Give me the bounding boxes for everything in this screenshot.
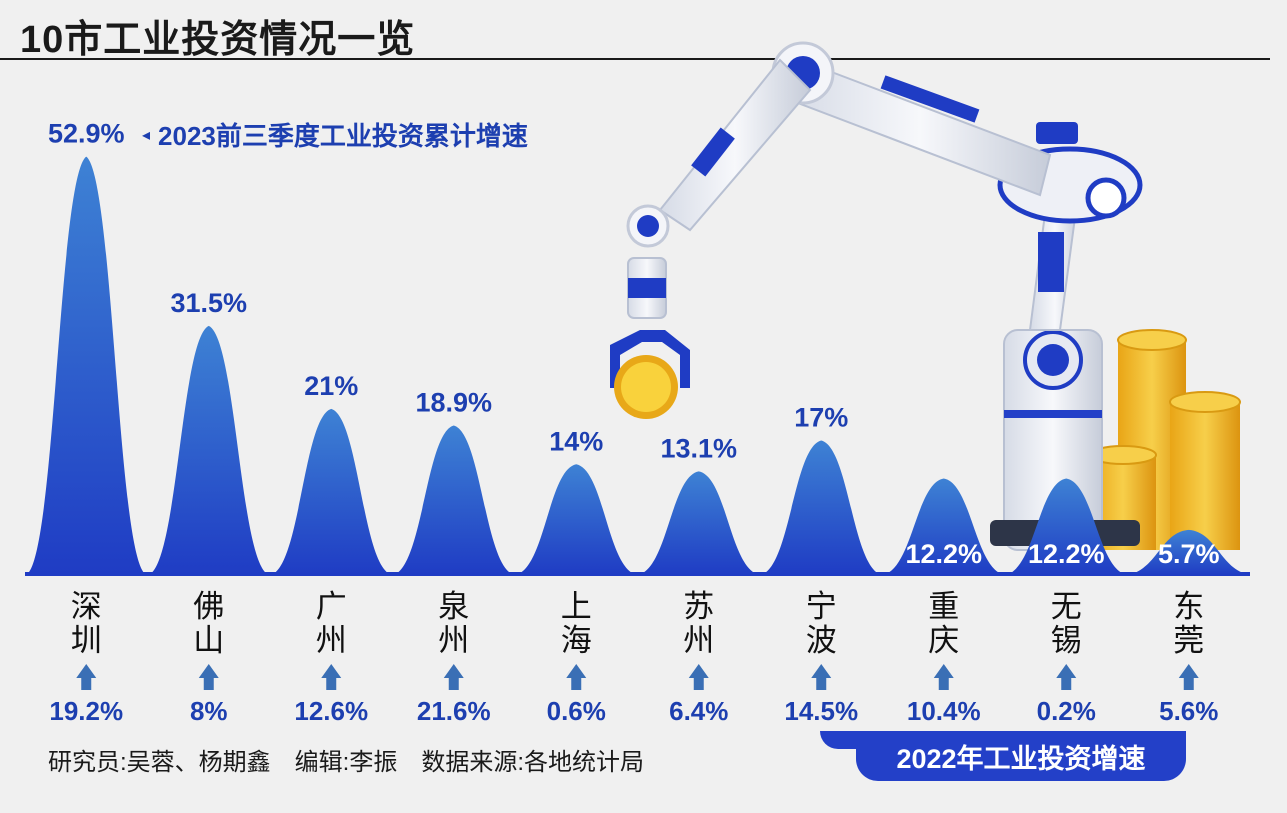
city-label: 圳	[71, 623, 102, 659]
prev-year-value-label: 5.6%	[1159, 696, 1218, 726]
prev-year-value-label: 19.2%	[49, 696, 123, 726]
peak-value-label: 52.9%	[48, 119, 125, 149]
city-label: 上	[561, 589, 592, 625]
city-label: 海	[561, 623, 592, 659]
peak-mark	[392, 425, 515, 575]
city-label: 庆	[928, 623, 959, 659]
peak-value-label: 12.2%	[905, 539, 982, 569]
city-label: 锡	[1051, 623, 1082, 659]
prev-year-labels-group: 19.2% 8% 12.6% 21.6% 0.6% 6.4% 14.5% 10.4% 0.2% 5…	[49, 696, 1218, 726]
up-arrow-icon	[688, 664, 709, 690]
badge-tail	[820, 731, 860, 749]
researchers-credit: 研究员:吴蓉、杨期鑫	[48, 749, 271, 776]
up-arrow-icon	[198, 664, 219, 690]
credits: 研究员:吴蓉、杨期鑫 编辑:李振 数据来源:各地统计局	[48, 742, 644, 777]
city-label: 苏	[683, 589, 714, 625]
up-arrow-icon	[1056, 664, 1077, 690]
peak-value-label: 17%	[794, 403, 848, 433]
city-label: 重	[928, 589, 959, 625]
peak-mark	[882, 478, 1005, 575]
editor-credit: 编辑:李振	[294, 749, 398, 776]
peak-mark	[760, 440, 883, 575]
prev-year-value-label: 6.4%	[669, 696, 728, 726]
city-label: 莞	[1173, 623, 1204, 659]
up-arrow-icon	[811, 664, 832, 690]
city-label: 州	[316, 623, 347, 659]
title-rule	[0, 58, 1270, 60]
growth-arrows-group	[76, 664, 1199, 690]
up-arrow-icon	[321, 664, 342, 690]
chart-baseline	[25, 572, 1250, 576]
prev-year-value-label: 8%	[190, 696, 228, 726]
chart-title: 10市工业投资情况一览	[20, 19, 416, 61]
peak-value-label: 14%	[549, 426, 603, 456]
city-label: 州	[683, 623, 714, 659]
prev-year-value-label: 12.6%	[294, 696, 368, 726]
city-label: 深	[71, 589, 102, 625]
peak-mark	[147, 325, 270, 575]
city-label: 广	[316, 589, 347, 625]
prev-year-value-label: 0.2%	[1037, 696, 1096, 726]
peak-mark	[25, 156, 148, 576]
city-label: 泉	[438, 589, 469, 625]
up-arrow-icon	[1178, 664, 1199, 690]
legend-label: 2023前三季度工业投资累计增速	[158, 121, 528, 151]
peak-value-label: 12.2%	[1028, 539, 1105, 569]
city-label: 山	[193, 623, 224, 659]
prev-year-badge: 2022年工业投资增速	[856, 731, 1186, 781]
city-label: 佛	[193, 589, 224, 625]
legend: ◂ 2023前三季度工业投资累计增速	[142, 116, 528, 153]
prev-year-value-label: 14.5%	[784, 696, 858, 726]
city-label: 宁	[806, 589, 837, 625]
peak-labels-group: 52.9% 31.5% 21% 18.9% 14% 13.1% 17% 12.2% 12.2% 5…	[48, 119, 1220, 569]
peak-value-label: 18.9%	[415, 388, 492, 418]
peak-mark	[515, 464, 638, 575]
up-arrow-icon	[566, 664, 587, 690]
prev-year-value-label: 21.6%	[417, 696, 491, 726]
peak-mark	[1005, 478, 1128, 575]
city-label: 东	[1173, 589, 1204, 625]
city-label: 波	[806, 623, 837, 659]
peak-value-label: 31.5%	[170, 288, 247, 318]
source-credit: 数据来源:各地统计局	[421, 749, 645, 776]
legend-marker-icon: ◂	[142, 126, 151, 144]
city-label: 州	[438, 623, 469, 659]
peak-value-label: 21%	[304, 371, 358, 401]
up-arrow-icon	[443, 664, 464, 690]
peaks-group	[25, 156, 1250, 576]
peak-value-label: 5.7%	[1158, 539, 1220, 569]
up-arrow-icon	[76, 664, 97, 690]
prev-year-value-label: 10.4%	[907, 696, 981, 726]
prev-year-value-label: 0.6%	[547, 696, 606, 726]
peak-value-label: 13.1%	[660, 433, 737, 463]
peak-mark	[270, 408, 393, 575]
city-label: 无	[1051, 589, 1082, 625]
peak-mark	[637, 471, 760, 575]
up-arrow-icon	[933, 664, 954, 690]
peak-mark	[1127, 529, 1250, 575]
